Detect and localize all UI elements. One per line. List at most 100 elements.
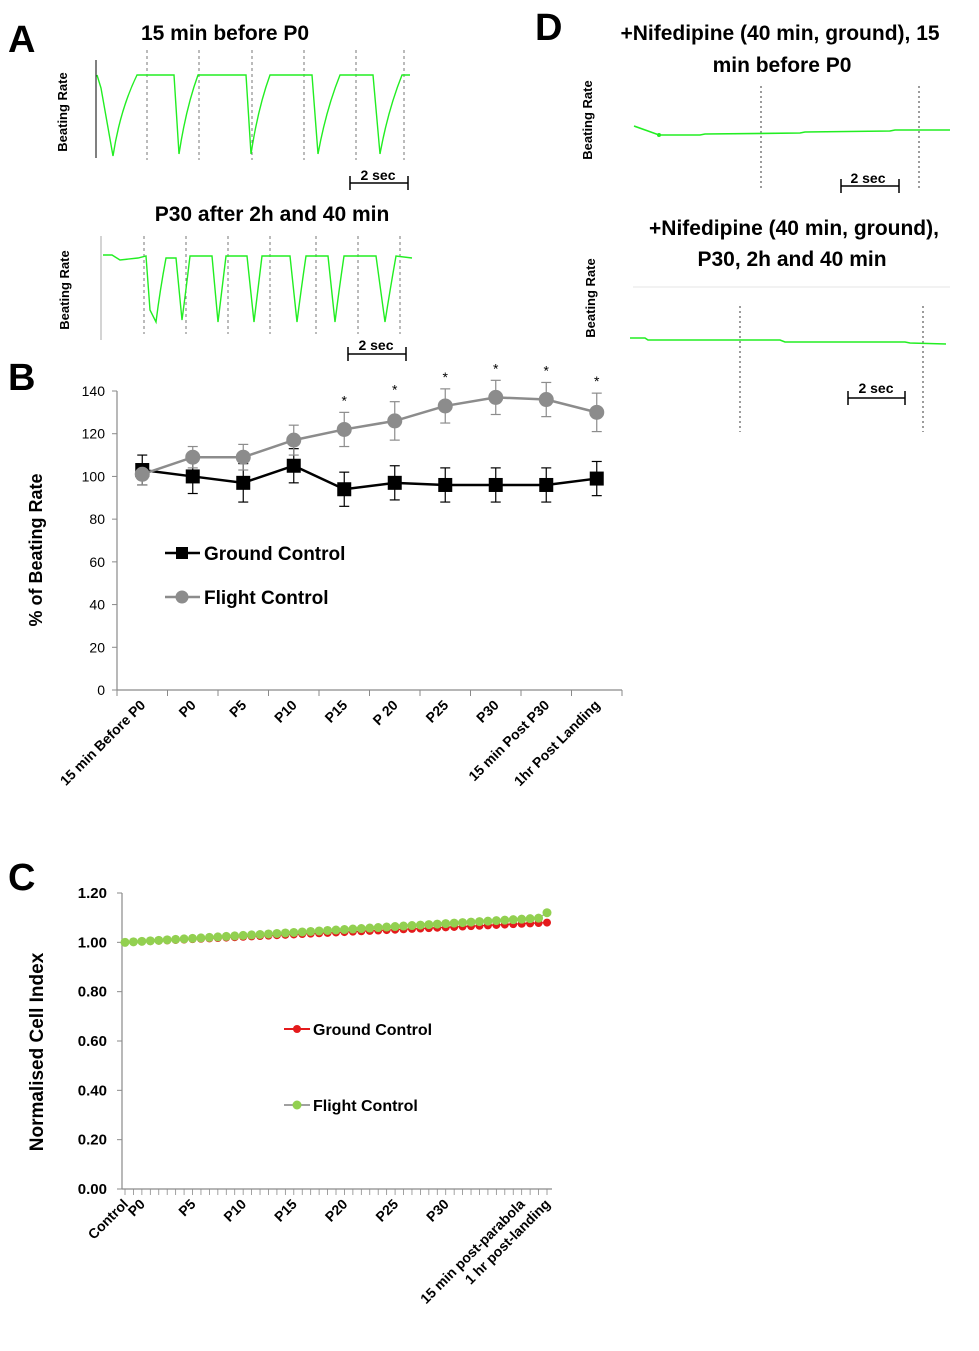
- c-flight-control-point: [534, 913, 544, 923]
- c-y-tick-label: 0.40: [78, 1082, 107, 1099]
- c-flight-control-point: [373, 923, 383, 933]
- c-flight-control-point: [449, 918, 459, 928]
- panel-a-top-scalebar: 2 sec: [349, 167, 409, 190]
- c-flight-control-point: [230, 931, 240, 941]
- c-flight-control-point: [238, 930, 248, 940]
- b-flight-control-marker: [235, 449, 251, 465]
- panel-a-bottom-scalebar: 2 sec: [347, 337, 407, 361]
- b-flight-control-marker: [185, 449, 201, 465]
- panel-letter-c: C: [8, 857, 35, 899]
- b-x-tick-label: 15 min Before P0: [57, 697, 149, 789]
- b-y-tick-label: 20: [89, 639, 105, 655]
- b-flight-control-marker: [488, 389, 504, 405]
- c-flight-control-point: [331, 925, 341, 935]
- c-flight-control-point: [356, 924, 366, 934]
- c-flight-control-point: [162, 935, 172, 945]
- c-flight-control-point: [323, 925, 333, 935]
- b-x-tick-label: P30: [473, 697, 502, 726]
- c-flight-control-point: [339, 925, 349, 935]
- c-flight-control-point: [348, 924, 358, 934]
- c-flight-control-point: [128, 937, 138, 947]
- b-legend-ground-marker: [176, 547, 188, 559]
- b-flight-control-marker: [286, 432, 302, 448]
- c-flight-control-point: [474, 917, 484, 927]
- c-x-tick-label: P15: [271, 1196, 300, 1225]
- c-flight-control-point: [365, 923, 375, 933]
- c-flight-control-point: [221, 931, 231, 941]
- c-flight-control-point: [280, 928, 290, 938]
- panel-d-bottom-scalebar: 2 sec: [847, 380, 906, 405]
- c-flight-control-point: [188, 933, 198, 943]
- b-y-tick-label: 100: [82, 468, 106, 484]
- panel-d-bottom-title-line1: +Nifedipine (40 min, ground),: [649, 217, 939, 240]
- b-significance-star: *: [392, 382, 398, 398]
- c-x-minor-ticks: [124, 1189, 548, 1195]
- c-y-tick-label: 0.60: [78, 1033, 107, 1050]
- b-x-tick-label: P5: [226, 697, 250, 721]
- panel-a-bottom-trace: [103, 254, 413, 325]
- b-flight-control-marker: [336, 421, 352, 437]
- panel-d-bottom-scalebar-label: 2 sec: [858, 380, 893, 396]
- c-flight-control-point: [415, 920, 425, 930]
- b-significance-star: *: [342, 392, 348, 408]
- c-flight-control-point: [289, 927, 299, 937]
- panel-b: % of Beating Rate 0 20 40 60 80 100 120 140 15 …: [26, 360, 623, 789]
- c-flight-control-point: [466, 917, 476, 927]
- b-axes: [116, 391, 622, 691]
- b-legend-ground-label: Ground Control: [204, 544, 345, 565]
- c-legend-flight-marker: [292, 1100, 302, 1110]
- c-flight-control-point: [196, 933, 206, 943]
- c-flight-control-point: [179, 934, 189, 944]
- b-x-tick-label: P 20: [369, 697, 401, 729]
- c-flight-control-point: [399, 921, 409, 931]
- b-y-tick-label: 40: [89, 597, 105, 613]
- b-markers: [134, 389, 605, 497]
- c-flight-control-point: [297, 927, 307, 937]
- c-flight-control-point: [500, 915, 510, 925]
- b-y-tick-label: 60: [89, 554, 105, 570]
- panel-d-top-scalebar: 2 sec: [840, 170, 900, 193]
- c-flight-control-point: [525, 914, 535, 924]
- b-ground-control-marker: [387, 475, 402, 490]
- panel-a-top-dashes: [146, 50, 405, 160]
- b-flight-control-line: [141, 396, 598, 476]
- b-flight-control-marker: [538, 392, 554, 408]
- panel-letter-d: D: [535, 7, 562, 49]
- b-ground-control-line: [142, 464, 597, 491]
- c-flight-control-point: [508, 915, 518, 925]
- c-x-tick-label: P30: [423, 1196, 452, 1225]
- b-flight-control-marker: [134, 466, 150, 482]
- panel-a-top-scalebar-label: 2 sec: [360, 167, 395, 183]
- b-legend: Ground Control Flight Control: [165, 544, 345, 609]
- c-flight-control-point: [272, 928, 282, 938]
- b-significance-star: *: [544, 362, 550, 378]
- c-flight-control-point: [382, 922, 392, 932]
- b-ground-control-marker: [539, 477, 554, 492]
- panel-d-bottom-trace: [630, 337, 947, 345]
- c-y-tick-label: 1.00: [78, 934, 107, 951]
- panel-letter-a: A: [8, 19, 35, 61]
- c-x-tick-label: P25: [372, 1196, 401, 1225]
- b-ground-control-marker: [589, 471, 604, 486]
- c-flight-control-point: [424, 920, 434, 930]
- c-x-tick-label: Control: [85, 1196, 132, 1243]
- panel-d-top-trace-dot: [657, 133, 661, 137]
- panel-a-top-trace: [96, 74, 410, 157]
- c-flight-control-point: [154, 935, 164, 945]
- panel-letter-b: B: [8, 357, 35, 399]
- b-legend-flight-marker: [175, 590, 189, 604]
- panel-d-top-scalebar-label: 2 sec: [850, 170, 885, 186]
- b-flight-control-marker: [437, 398, 453, 414]
- panel-d-bottom-ylabel: Beating Rate: [583, 258, 598, 337]
- b-y-tick-label: 140: [82, 383, 106, 399]
- panel-d: +Nifedipine (40 min, ground), 15 min bef…: [580, 22, 950, 432]
- c-flight-control-point: [145, 936, 155, 946]
- b-x-tick-label: P15: [321, 697, 350, 726]
- b-x-tick-label: P0: [175, 697, 199, 721]
- c-flight-control-point: [306, 926, 316, 936]
- panel-c: Normalised Cell Index 0.000.200.400.600.…: [27, 885, 553, 1307]
- b-y-tick-label: 0: [97, 682, 105, 698]
- b-significance-star: *: [594, 373, 600, 389]
- b-legend-flight-label: Flight Control: [204, 588, 329, 609]
